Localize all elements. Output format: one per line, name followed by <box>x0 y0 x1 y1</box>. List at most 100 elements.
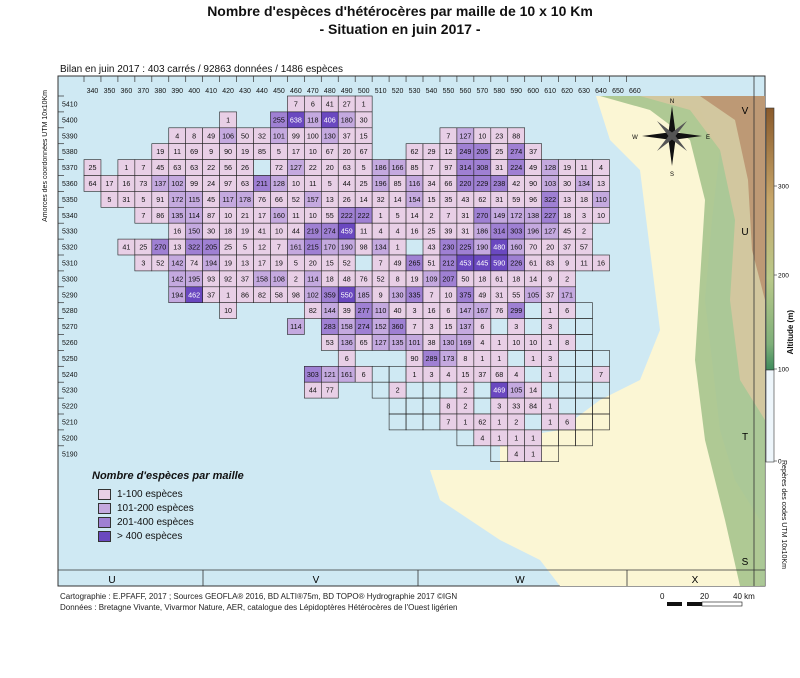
cell-value: 70 <box>529 243 537 252</box>
cell-value: 31 <box>495 195 503 204</box>
cell-value: 76 <box>360 274 368 283</box>
grid-cell <box>592 365 610 383</box>
cell-value: 20 <box>326 163 334 172</box>
cell-value: 130 <box>392 290 404 299</box>
cell-value: 1 <box>548 306 552 315</box>
cell-value: 18 <box>580 195 588 204</box>
y-tick-label: 5190 <box>62 451 78 458</box>
y-tick-label: 5250 <box>62 356 78 363</box>
cell-value: 90 <box>224 147 232 156</box>
y-tick-label: 5300 <box>62 276 78 283</box>
cell-value: 158 <box>256 274 268 283</box>
grid-cell <box>592 254 610 272</box>
cell-value: 25 <box>495 147 503 156</box>
cell-value: 161 <box>341 370 353 379</box>
cell-value: 462 <box>188 290 200 299</box>
cell-value: 41 <box>122 243 130 252</box>
y-tick-label: 5390 <box>62 133 78 140</box>
altitude-color-bar <box>765 107 775 371</box>
cell-value: 102 <box>307 290 319 299</box>
cell-value: 16 <box>427 306 435 315</box>
cell-value: 82 <box>309 306 317 315</box>
cell-value: 149 <box>493 211 505 220</box>
cell-value: 101 <box>409 338 421 347</box>
cell-value: 14 <box>360 195 368 204</box>
cell-value: 11 <box>309 179 316 188</box>
x-tick-label: 450 <box>273 88 285 95</box>
zone-letter-right: V <box>742 106 749 117</box>
cell-value: 52 <box>292 195 300 204</box>
cell-value: 157 <box>307 195 319 204</box>
cell-value: 229 <box>476 179 488 188</box>
grid-cell <box>558 334 576 351</box>
cell-value: 128 <box>544 163 556 172</box>
cell-value: 4 <box>480 433 484 442</box>
cell-value: 13 <box>241 258 249 267</box>
cell-value: 274 <box>510 147 522 156</box>
cell-value: 160 <box>510 243 522 252</box>
cell-value: 66 <box>275 195 283 204</box>
cell-value: 57 <box>580 243 588 252</box>
cell-value: 3 <box>497 402 501 411</box>
cell-value: 6 <box>480 322 484 331</box>
cell-value: 11 <box>173 147 180 156</box>
cell-value: 53 <box>326 338 334 347</box>
cell-value: 1 <box>124 163 128 172</box>
cell-value: 459 <box>341 227 353 236</box>
cell-value: 1 <box>548 338 552 347</box>
cell-value: 11 <box>580 163 587 172</box>
x-tick-label: 510 <box>375 88 387 95</box>
relief-layer <box>600 96 765 586</box>
cell-value: 116 <box>409 179 420 188</box>
cell-value: 44 <box>292 227 300 236</box>
cell-value: 52 <box>156 258 164 267</box>
cell-value: 97 <box>224 179 232 188</box>
cell-value: 4 <box>514 449 518 458</box>
cell-value: 49 <box>394 258 402 267</box>
cell-value: 63 <box>343 163 351 172</box>
cell-value: 18 <box>326 274 334 283</box>
cell-value: 9 <box>548 274 552 283</box>
cell-value: 49 <box>207 131 215 140</box>
cell-value: 91 <box>156 195 164 204</box>
cell-value: 2 <box>463 402 467 411</box>
cell-value: 135 <box>171 211 183 220</box>
cell-value: 5 <box>328 179 332 188</box>
cell-value: 1 <box>548 370 552 379</box>
cell-value: 205 <box>205 243 217 252</box>
compass-label: N <box>670 99 674 105</box>
cell-value: 144 <box>324 306 336 315</box>
cell-value: 114 <box>188 211 199 220</box>
legend-swatch <box>98 488 111 500</box>
cell-value: 105 <box>527 290 539 299</box>
x-tick-label: 660 <box>629 88 641 95</box>
cell-value: 18 <box>512 274 520 283</box>
cell-value: 238 <box>493 179 505 188</box>
empty-grid-cell <box>575 429 593 447</box>
cell-value: 308 <box>476 163 488 172</box>
cell-value: 40 <box>394 306 402 315</box>
cell-value: 8 <box>446 402 450 411</box>
cell-value: 99 <box>190 179 198 188</box>
cell-value: 150 <box>188 227 200 236</box>
y-axis-label-left: Amorces des coordonnées UTM 10x10Km <box>42 90 49 222</box>
cell-value: 1 <box>463 417 467 426</box>
cell-value: 1 <box>396 243 400 252</box>
y-tick-label: 5220 <box>62 404 78 411</box>
credits-sources: Cartographie : E.PFAFF, 2017 ; Sources G… <box>60 592 458 601</box>
cell-value: 38 <box>427 338 435 347</box>
cell-value: 67 <box>360 147 368 156</box>
x-tick-label: 630 <box>578 88 590 95</box>
cell-value: 41 <box>258 227 266 236</box>
cell-value: 4 <box>599 163 603 172</box>
cell-value: 6 <box>565 417 569 426</box>
cell-value: 98 <box>360 243 368 252</box>
altitude-legend-title: Altitude (m) <box>786 310 795 355</box>
cell-value: 110 <box>595 195 606 204</box>
cell-value: 121 <box>324 370 336 379</box>
cell-value: 61 <box>495 274 503 283</box>
cell-value: 24 <box>207 179 215 188</box>
cell-value: 1 <box>497 354 501 363</box>
cell-value: 117 <box>222 195 233 204</box>
cell-value: 17 <box>258 258 266 267</box>
